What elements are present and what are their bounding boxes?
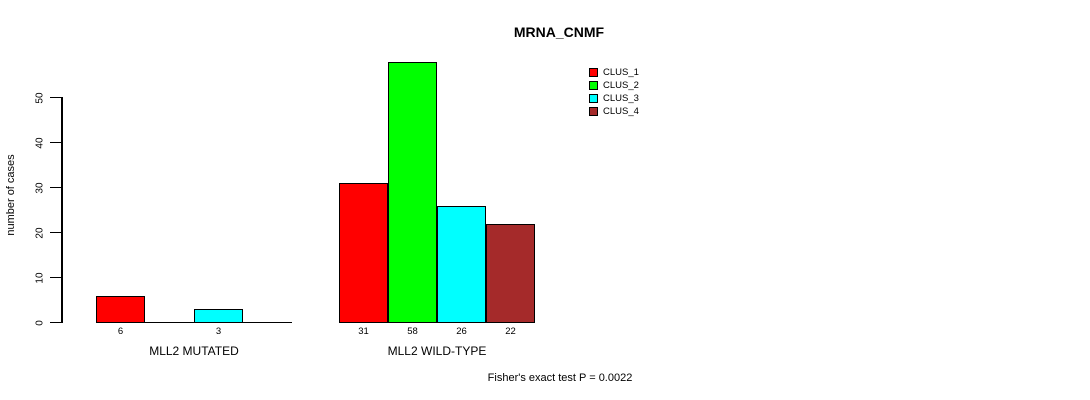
legend-label-clus-3: CLUS_3 bbox=[603, 93, 639, 104]
legend-item-clus-3: CLUS_3 bbox=[589, 92, 639, 105]
legend-swatch-clus-3 bbox=[589, 94, 598, 103]
legend-item-clus-2: CLUS_2 bbox=[589, 79, 639, 92]
chart-title: MRNA_CNMF bbox=[513, 24, 605, 40]
y-tick-label-0: 0 bbox=[34, 319, 46, 326]
legend-swatch-clus-2 bbox=[589, 81, 598, 90]
annotation-text: Fisher's exact test P = 0.0022 bbox=[487, 372, 633, 384]
y-tick-label-40: 40 bbox=[34, 136, 46, 149]
y-tick-label-30: 30 bbox=[34, 181, 46, 194]
legend-item-clus-1: CLUS_1 bbox=[589, 66, 639, 79]
bar-value-clus-3-mll2-wild-type: 26 bbox=[456, 326, 467, 337]
bar-value-clus-1-mll2-wild-type: 31 bbox=[358, 326, 369, 337]
y-tick-20 bbox=[50, 231, 62, 234]
bar-value-clus-4-mll2-wild-type: 22 bbox=[505, 326, 516, 337]
legend-label-clus-2: CLUS_2 bbox=[603, 80, 639, 91]
y-tick-label-20: 20 bbox=[34, 226, 46, 239]
bar-clus-2-mll2-wild-type bbox=[388, 61, 437, 323]
group-label-mll2-wild-type: MLL2 WILD-TYPE bbox=[387, 344, 487, 358]
y-tick-label-10: 10 bbox=[34, 271, 46, 284]
y-tick-0 bbox=[50, 321, 62, 324]
bar-clus-4-mll2-wild-type bbox=[486, 223, 535, 323]
bar-clus-1-mll2-mutated bbox=[96, 295, 145, 323]
y-tick-label-50: 50 bbox=[34, 91, 46, 104]
legend-label-clus-4: CLUS_4 bbox=[603, 106, 639, 117]
bar-value-clus-1-mll2-mutated: 6 bbox=[117, 326, 124, 337]
legend-swatch-clus-4 bbox=[589, 107, 598, 116]
bar-value-clus-3-mll2-mutated: 3 bbox=[215, 326, 222, 337]
legend: CLUS_1 CLUS_2 CLUS_3 CLUS_4 bbox=[589, 66, 639, 118]
group-label-mll2-mutated: MLL2 MUTATED bbox=[149, 344, 239, 358]
y-tick-50 bbox=[50, 96, 62, 99]
y-tick-30 bbox=[50, 186, 62, 189]
bar-clus-1-mll2-wild-type bbox=[339, 183, 388, 323]
y-axis-label: number of cases bbox=[5, 154, 17, 236]
legend-label-clus-1: CLUS_1 bbox=[603, 67, 639, 78]
bar-clus-3-mll2-mutated bbox=[194, 309, 243, 323]
bar-value-clus-2-mll2-wild-type: 58 bbox=[407, 326, 418, 337]
legend-swatch-clus-1 bbox=[589, 68, 598, 77]
legend-item-clus-4: CLUS_4 bbox=[589, 105, 639, 118]
y-axis-line bbox=[61, 97, 63, 323]
y-tick-40 bbox=[50, 141, 62, 144]
bar-clus-3-mll2-wild-type bbox=[437, 205, 486, 323]
y-tick-10 bbox=[50, 276, 62, 279]
